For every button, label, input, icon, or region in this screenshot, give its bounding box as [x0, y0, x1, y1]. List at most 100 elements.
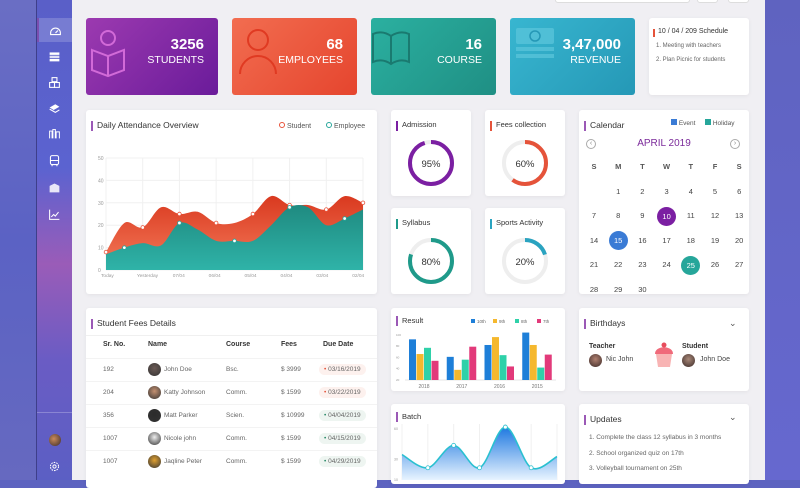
calendar-day[interactable]: 26	[710, 260, 720, 269]
column-header[interactable]: Course	[226, 341, 251, 348]
sidebar-item-boxes[interactable]	[37, 70, 72, 94]
stat-card-students[interactable]: 3256 STUDENTS	[86, 18, 218, 95]
column-header[interactable]: Fees	[281, 341, 297, 348]
bar-8th-2017[interactable]	[461, 359, 469, 380]
table-row[interactable]	[86, 450, 377, 473]
sidebar-item-database[interactable]	[37, 44, 72, 68]
table-row[interactable]	[86, 404, 377, 427]
calendar-day[interactable]: 11	[686, 211, 695, 220]
stat-card-course[interactable]: 16 COURSE	[371, 18, 496, 95]
data-point[interactable]	[213, 220, 219, 226]
data-point[interactable]	[232, 238, 237, 244]
data-point[interactable]	[103, 249, 109, 255]
calendar-day[interactable]: 18	[686, 235, 695, 245]
calendar-day[interactable]: 17	[662, 235, 671, 245]
bar-9th-2016[interactable]	[492, 337, 499, 380]
calendar-day[interactable]: 9	[640, 211, 645, 220]
sidebar-item-hostel[interactable]	[37, 175, 72, 199]
data-point[interactable]	[425, 465, 431, 471]
card-title: Admission	[402, 120, 437, 129]
calendar-day-highlighted[interactable]: 10	[657, 206, 677, 226]
calendar-day-highlighted[interactable]: 15	[608, 231, 628, 250]
calendar-day[interactable]: 20	[735, 235, 744, 245]
calendar-day-highlighted[interactable]: 25	[681, 255, 701, 275]
top-button-2[interactable]	[728, 0, 749, 3]
data-point[interactable]	[502, 424, 508, 430]
sidebar-item-library[interactable]	[37, 121, 72, 145]
bar-7th-2016[interactable]	[507, 366, 514, 380]
bar-8th-2018[interactable]	[424, 347, 431, 380]
sidebar-item-transport[interactable]	[37, 148, 72, 172]
calendar-day[interactable]: 14	[589, 235, 599, 245]
bar-7th-2017[interactable]	[469, 346, 477, 380]
due-date-badge: • 04/04/2019	[319, 410, 366, 421]
chevron-down-icon[interactable]: ⌄	[729, 412, 737, 422]
bar-10th-2017[interactable]	[446, 356, 454, 380]
calendar-day[interactable]: 1	[616, 186, 621, 196]
calendar-day[interactable]: 6	[737, 186, 742, 196]
column-header[interactable]: Due Date	[323, 341, 354, 348]
calendar-day[interactable]: 12	[710, 211, 720, 220]
sidebar-item-reports[interactable]	[37, 202, 72, 226]
data-point[interactable]	[451, 442, 457, 448]
data-point[interactable]	[528, 465, 534, 471]
settings-button[interactable]	[37, 454, 72, 478]
table-row[interactable]	[86, 358, 377, 381]
calendar-day[interactable]: 4	[688, 186, 693, 196]
bar-7th-2015[interactable]	[544, 354, 552, 380]
data-point[interactable]	[140, 225, 145, 230]
stat-card-employees[interactable]: 68 EMPLOYEES	[232, 18, 357, 95]
next-month-button[interactable]: ›	[730, 139, 740, 149]
bar-9th-2018[interactable]	[416, 354, 424, 380]
bar-10th-2015[interactable]	[522, 332, 530, 380]
calendar-day[interactable]: 21	[589, 260, 599, 269]
data-point[interactable]	[122, 245, 127, 250]
prev-month-button[interactable]: ‹	[586, 139, 596, 149]
top-button-1[interactable]	[697, 0, 718, 3]
chevron-down-icon[interactable]: ⌄	[729, 318, 737, 328]
user-avatar[interactable]	[37, 428, 72, 452]
table-row[interactable]	[86, 381, 377, 404]
calendar-day[interactable]: 24	[662, 260, 671, 269]
column-header[interactable]: Sr. No.	[103, 341, 126, 348]
schedule-card: 10 / 04 / 209 Schedule 1. Meeting with t…	[649, 18, 749, 95]
data-point[interactable]	[287, 205, 292, 210]
calendar-day[interactable]: 16	[638, 235, 647, 245]
bar-7th-2018[interactable]	[431, 360, 439, 380]
search-input[interactable]	[555, 0, 690, 3]
stat-card-revenue[interactable]: 3,47,000 REVENUE	[510, 18, 635, 95]
calendar-day[interactable]: 8	[616, 211, 621, 220]
data-point[interactable]	[342, 216, 347, 221]
data-point[interactable]	[477, 465, 482, 471]
sidebar-item-dashboard[interactable]	[37, 18, 72, 42]
data-point[interactable]	[360, 200, 366, 205]
bar-9th-2015[interactable]	[529, 344, 537, 380]
column-header[interactable]: Name	[148, 341, 168, 348]
calendar-day[interactable]: 19	[710, 235, 720, 245]
data-point[interactable]	[250, 211, 256, 217]
sr-no: 204	[103, 389, 114, 396]
calendar-day[interactable]: 2	[640, 186, 645, 196]
bar-10th-2016[interactable]	[484, 344, 492, 380]
bar-8th-2015[interactable]	[537, 367, 545, 380]
calendar-day[interactable]: 29	[614, 284, 623, 294]
bar-9th-2017[interactable]	[454, 369, 462, 380]
bar-10th-2018[interactable]	[409, 339, 416, 380]
calendar-day[interactable]: 7	[591, 211, 597, 220]
data-point[interactable]	[324, 207, 329, 212]
bar-8th-2016[interactable]	[499, 355, 507, 380]
table-row[interactable]	[86, 427, 377, 450]
sidebar-item-books[interactable]	[37, 95, 72, 119]
calendar-day[interactable]: 23	[638, 260, 647, 269]
calendar-day[interactable]: 22	[614, 260, 623, 269]
avatar-image	[48, 434, 61, 446]
calendar-day[interactable]: 27	[735, 260, 744, 269]
schedule-item: 1. Meeting with teachers	[656, 43, 722, 49]
calendar-day[interactable]: 28	[589, 284, 599, 294]
calendar-day[interactable]: 3	[664, 186, 669, 196]
data-point[interactable]	[177, 211, 182, 217]
calendar-day[interactable]: 30	[638, 284, 647, 294]
calendar-day[interactable]: 5	[712, 186, 718, 196]
data-point[interactable]	[177, 220, 182, 226]
calendar-day[interactable]: 13	[735, 211, 744, 220]
